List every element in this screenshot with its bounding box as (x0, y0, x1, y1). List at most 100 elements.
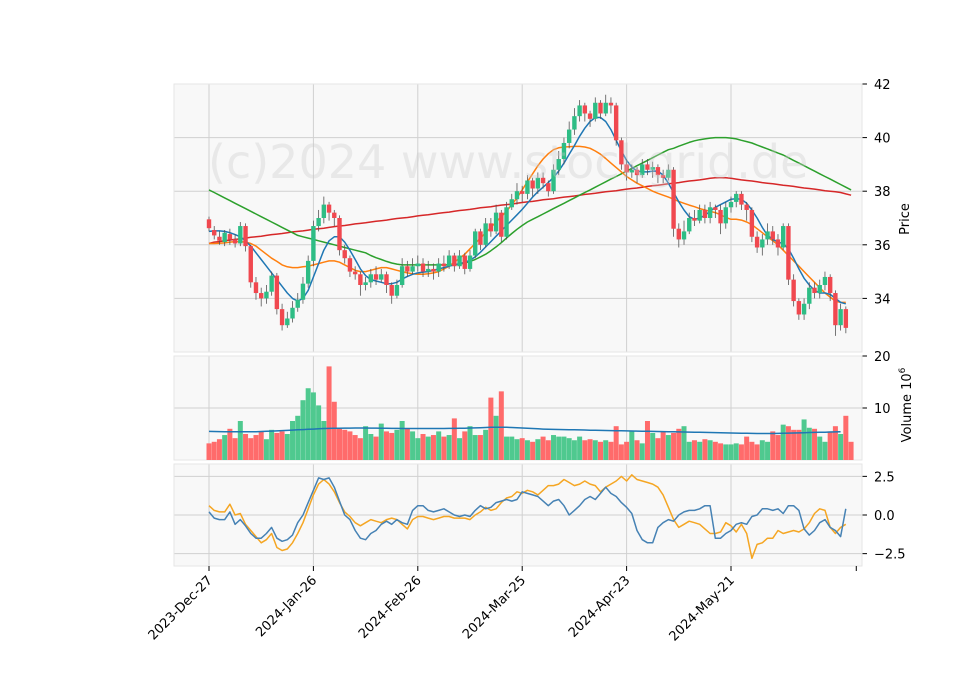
candle-body (305, 260, 311, 284)
candle-body (671, 169, 676, 229)
volume-axis-label-text: Volume 10 (900, 373, 915, 442)
candle-body (520, 191, 525, 194)
volume-bar (613, 426, 619, 460)
volume-bar (316, 405, 322, 460)
candle-body (300, 283, 306, 300)
oscillator-tick-label: 2.5 (874, 470, 895, 485)
candle-body (410, 266, 415, 272)
volume-bar (232, 438, 238, 460)
volume-bar (404, 428, 410, 460)
volume-bar (420, 434, 426, 460)
candle-body (713, 207, 718, 210)
candle-body (499, 212, 504, 237)
volume-bar (545, 440, 551, 460)
candle-body (556, 159, 561, 170)
candle-body (238, 226, 243, 244)
candle-body (467, 255, 473, 269)
volume-bar (415, 438, 421, 460)
volume-bar (363, 426, 369, 460)
candle-body (342, 250, 347, 259)
volume-bar (655, 438, 661, 460)
volume-bar (817, 436, 823, 460)
volume-bar (410, 431, 416, 460)
candle-body (749, 209, 755, 237)
ma-slow-line (208, 136, 852, 266)
candle-body (264, 291, 269, 299)
candle-body (441, 263, 447, 267)
volume-bar (822, 441, 828, 460)
price-axis-label: Price (898, 203, 913, 235)
candle-body (253, 282, 259, 294)
candle-body (373, 274, 379, 280)
candle-body (781, 226, 786, 248)
candle-body (222, 232, 227, 243)
candle-body (687, 218, 692, 232)
candle-body (363, 282, 368, 285)
volume-bar (624, 441, 630, 460)
oscillator-panel: −2.5 0.0 2.5 (173, 463, 906, 567)
volume-bar (848, 441, 854, 460)
candle-body (770, 231, 775, 240)
volume-bar (791, 429, 797, 460)
candle-body (285, 318, 290, 326)
candle-body (660, 175, 666, 178)
volume-bar (754, 444, 760, 460)
volume-bar (326, 366, 332, 460)
candle-body (488, 223, 494, 232)
volume-bar (310, 392, 316, 460)
volume-bar (827, 431, 833, 460)
candle-body (561, 142, 567, 160)
volume-bar (373, 436, 379, 460)
candle-body (337, 218, 342, 251)
candle-body (833, 293, 838, 326)
candle-body (530, 180, 535, 189)
candle-body (812, 287, 817, 294)
candle-body (394, 285, 400, 296)
volume-bar (691, 440, 697, 460)
volume-bar (483, 429, 489, 460)
candle-body (666, 169, 671, 178)
candle-body (718, 209, 723, 224)
candle-body (817, 285, 822, 294)
volume-bar (759, 440, 765, 460)
volume-bar (775, 435, 781, 460)
volume-bar (770, 431, 776, 460)
volume-bar (258, 431, 264, 460)
volume-bar (540, 436, 546, 460)
candle-body (493, 212, 499, 232)
candle-body (483, 223, 488, 245)
volume-bar (436, 431, 442, 460)
volume-bar (629, 431, 635, 460)
candle-body (608, 102, 614, 106)
volume-bar (650, 432, 656, 460)
volume-bar (738, 444, 744, 460)
candle-body (452, 255, 457, 267)
volume-bar (253, 435, 259, 460)
volume-bar (660, 431, 666, 460)
volume-bar (342, 429, 348, 460)
candle-body (739, 193, 744, 205)
candle-body (504, 207, 509, 237)
volume-bar (530, 441, 536, 460)
candle-body (619, 140, 624, 165)
volume-bar (561, 436, 567, 460)
candle-body (232, 239, 238, 244)
volume-bar (227, 428, 233, 460)
candle-body (415, 263, 420, 267)
volume-bar (587, 439, 593, 460)
volume-bar (284, 434, 290, 460)
candle-body (358, 274, 363, 285)
volume-bar (378, 423, 384, 460)
volume-bar (697, 441, 703, 460)
volume-bar (269, 429, 275, 460)
volume-bar (718, 443, 724, 460)
price-tick-label: 36 (874, 239, 891, 254)
volume-bar (733, 443, 739, 460)
candle-body (212, 230, 217, 236)
volume-bar (399, 421, 405, 460)
candle-body (603, 102, 608, 114)
volume-bar (577, 436, 583, 460)
volume-bar (243, 434, 249, 460)
price-panel: 34 36 38 40 42 (173, 78, 891, 353)
volume-bar (801, 419, 807, 460)
